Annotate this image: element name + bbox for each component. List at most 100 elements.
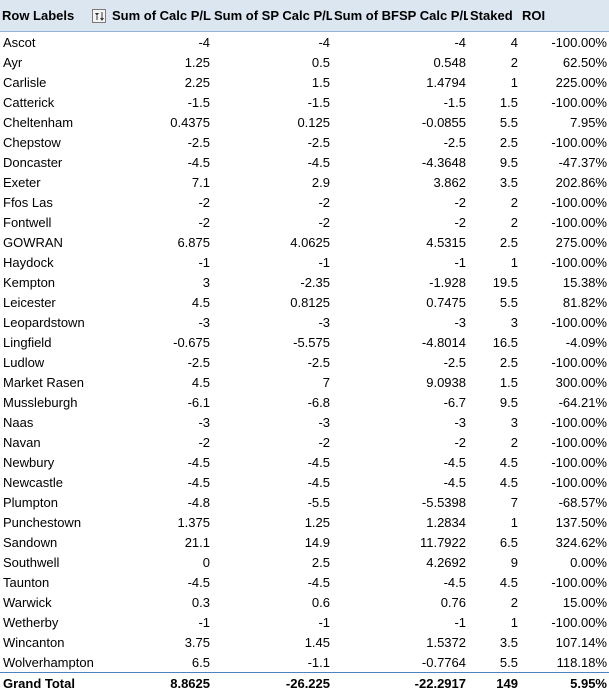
filter-sort-icon[interactable] [92,9,106,23]
bfsp-calc-pl-cell: -3 [332,412,468,432]
roi-cell: 300.00% [520,372,609,392]
row-label: GOWRAN [0,232,110,252]
row-label: Wetherby [0,612,110,632]
row-label: Mussleburgh [0,392,110,412]
roi-cell: 15.00% [520,592,609,612]
bfsp-calc-pl-cell: 4.2692 [332,552,468,572]
calc-pl-cell: 6.5 [110,652,212,673]
sum-bfsp-header[interactable]: Sum of BFSP Calc P/L [332,0,468,32]
roi-cell: -100.00% [520,92,609,112]
sp-calc-pl-cell: -2.5 [212,132,332,152]
staked-cell: 2 [468,432,520,452]
roi-cell: -100.00% [520,412,609,432]
sp-calc-pl-cell: -1 [212,612,332,632]
row-label: Lingfield [0,332,110,352]
staked-cell: 9 [468,552,520,572]
header-row: Row Labels Sum of Calc P/L Sum of SP Cal… [0,0,609,32]
sp-calc-pl-cell: 0.8125 [212,292,332,312]
staked-cell: 5.5 [468,652,520,673]
row-label: Wolverhampton [0,652,110,673]
bfsp-calc-pl-cell: 3.862 [332,172,468,192]
row-label: Punchestown [0,512,110,532]
row-label: Kempton [0,272,110,292]
staked-cell: 1.5 [468,92,520,112]
sp-calc-pl-cell: 1.45 [212,632,332,652]
row-label: Ludlow [0,352,110,372]
row-labels-header[interactable]: Row Labels [0,0,110,32]
grand-total-calc: 8.8625 [110,673,212,694]
roi-cell: 107.14% [520,632,609,652]
calc-pl-cell: 3 [110,272,212,292]
roi-header[interactable]: ROI [520,0,609,32]
staked-cell: 5.5 [468,112,520,132]
calc-pl-cell: -6.1 [110,392,212,412]
row-label: Catterick [0,92,110,112]
bfsp-calc-pl-cell: -4.8014 [332,332,468,352]
staked-cell: 4 [468,32,520,53]
calc-pl-cell: 0.3 [110,592,212,612]
bfsp-calc-pl-cell: -2.5 [332,132,468,152]
roi-cell: 62.50% [520,52,609,72]
sum-sp-header[interactable]: Sum of SP Calc P/L [212,0,332,32]
bfsp-calc-pl-cell: 0.7475 [332,292,468,312]
roi-cell: -47.37% [520,152,609,172]
calc-pl-cell: -0.675 [110,332,212,352]
sum-calc-header[interactable]: Sum of Calc P/L [110,0,212,32]
calc-pl-cell: -1 [110,252,212,272]
bfsp-calc-pl-cell: 11.7922 [332,532,468,552]
row-label: Naas [0,412,110,432]
staked-cell: 9.5 [468,152,520,172]
roi-cell: 15.38% [520,272,609,292]
calc-pl-cell: 3.75 [110,632,212,652]
row-label: Southwell [0,552,110,572]
sp-calc-pl-cell: 2.9 [212,172,332,192]
calc-pl-cell: -2 [110,432,212,452]
row-label: Carlisle [0,72,110,92]
calc-pl-cell: 4.5 [110,292,212,312]
roi-cell: -100.00% [520,612,609,632]
staked-cell: 2.5 [468,132,520,152]
roi-cell: -100.00% [520,312,609,332]
roi-cell: 275.00% [520,232,609,252]
grand-total-row[interactable]: Grand Total 8.8625 -26.225 -22.2917 149 … [0,673,609,694]
staked-cell: 1 [468,612,520,632]
staked-header[interactable]: Staked [468,0,520,32]
staked-cell: 3 [468,312,520,332]
staked-cell: 16.5 [468,332,520,352]
roi-cell: -100.00% [520,212,609,232]
calc-pl-cell: -1.5 [110,92,212,112]
sp-calc-pl-cell: 0.5 [212,52,332,72]
